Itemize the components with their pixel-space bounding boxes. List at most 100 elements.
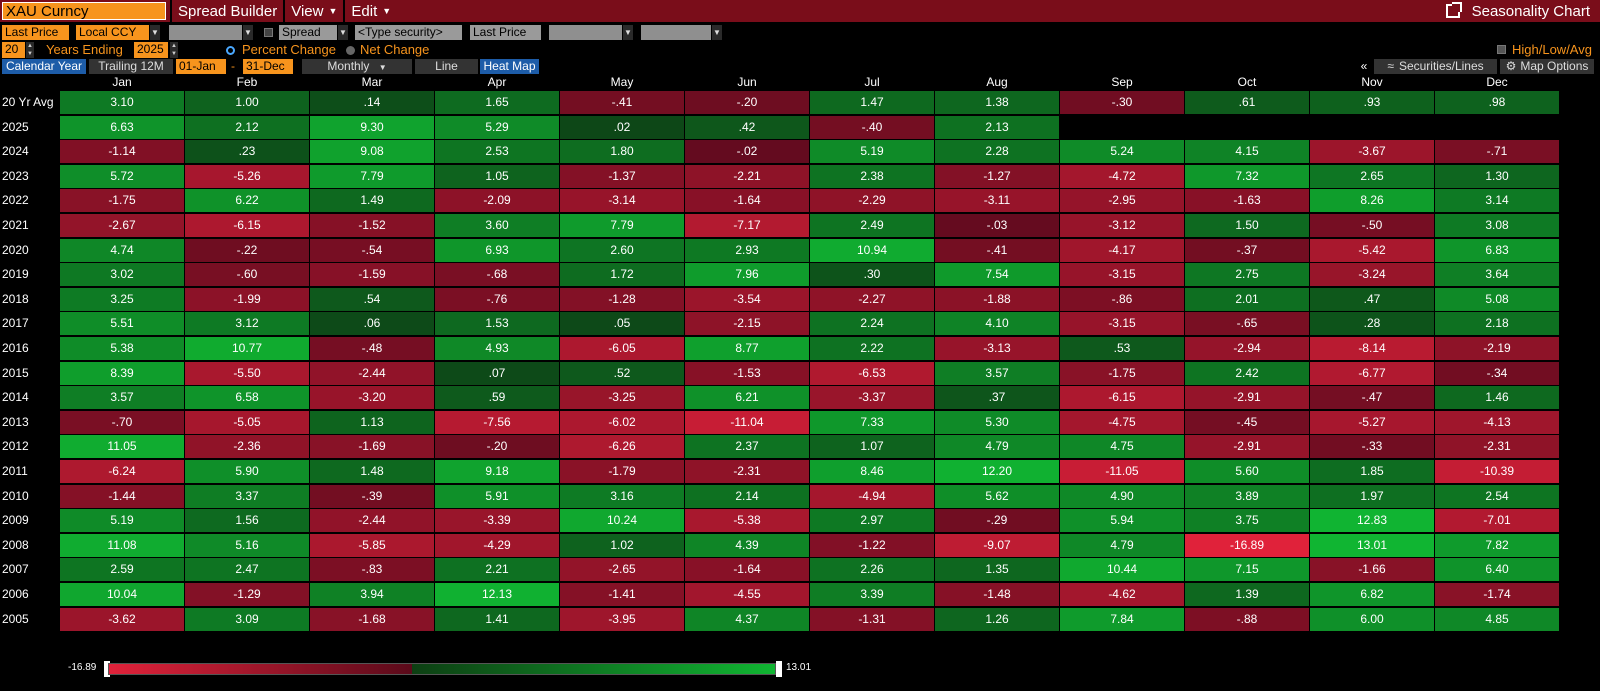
heatmap-cell[interactable]: 6.00 [1310, 607, 1434, 631]
heatmap-cell[interactable]: -3.62 [60, 607, 184, 631]
heatmap-cell[interactable]: -1.64 [685, 558, 809, 582]
heatmap-cell[interactable]: 3.57 [60, 386, 184, 410]
heatmap-cell[interactable]: 1.97 [1310, 484, 1434, 508]
heatmap-cell[interactable]: 11.05 [60, 435, 184, 459]
heatmap-cell[interactable]: 2.21 [435, 558, 559, 582]
heatmap-cell[interactable]: .53 [1060, 337, 1184, 360]
chevron-down-icon[interactable]: ▼ [712, 25, 722, 40]
heatmap-cell[interactable]: 2.12 [185, 115, 309, 139]
heatmap-cell[interactable]: 2.38 [810, 164, 934, 188]
heatmap-cell[interactable]: 1.53 [435, 312, 559, 336]
heatmap-cell[interactable]: 1.47 [810, 91, 934, 114]
heatmap-cell[interactable]: 1.38 [935, 91, 1059, 114]
heatmap-cell[interactable]: 4.93 [435, 337, 559, 360]
heatmap-cell[interactable]: 3.37 [185, 484, 309, 508]
heatmap-cell[interactable]: 2.28 [935, 140, 1059, 164]
heatmap-cell[interactable]: -.65 [1185, 312, 1309, 336]
heatmap-cell[interactable]: .98 [1435, 91, 1559, 114]
heatmap-cell[interactable]: 5.19 [60, 509, 184, 533]
heatmap-cell[interactable]: 2.22 [810, 337, 934, 360]
heatmap-cell[interactable]: 6.93 [435, 238, 559, 262]
heatmap-cell[interactable]: -.47 [1310, 386, 1434, 410]
heatmap-cell[interactable]: 2.42 [1185, 361, 1309, 385]
heatmap-cell[interactable]: -.20 [435, 435, 559, 459]
currency-select[interactable]: Local CCY [76, 25, 149, 40]
heatmap-cell[interactable]: -1.28 [560, 287, 684, 311]
heatmap-cell[interactable]: 5.72 [60, 164, 184, 188]
heatmap-cell[interactable]: -.71 [1435, 140, 1559, 164]
heatmap-cell[interactable]: -3.15 [1060, 312, 1184, 336]
heatmap-cell[interactable]: -1.52 [310, 214, 434, 237]
heatmap-cell[interactable]: .93 [1310, 91, 1434, 114]
heatmap-cell[interactable]: -3.15 [1060, 263, 1184, 287]
heatmap-cell[interactable]: -6.77 [1310, 361, 1434, 385]
heatmap-cell[interactable]: -1.99 [185, 287, 309, 311]
securities-lines-button[interactable]: ≈ Securities/Lines [1374, 59, 1497, 74]
type-security-input[interactable]: <Type security> [355, 25, 462, 40]
heatmap-cell[interactable]: -1.66 [1310, 558, 1434, 582]
heatmap-cell[interactable]: -1.22 [810, 533, 934, 557]
heatmap-cell[interactable]: 2.97 [810, 509, 934, 533]
heatmap-cell[interactable]: -.68 [435, 263, 559, 287]
legend-right-handle[interactable] [776, 661, 782, 677]
heatmap-cell[interactable]: -.40 [810, 115, 934, 139]
heatmap-cell[interactable]: 4.15 [1185, 140, 1309, 164]
heatmap-cell[interactable]: -7.56 [435, 410, 559, 434]
heatmap-cell[interactable]: -6.53 [810, 361, 934, 385]
heatmap-cell[interactable]: 9.18 [435, 460, 559, 483]
chevron-down-icon[interactable]: ▼ [338, 25, 348, 40]
heatmap-cell[interactable]: -5.50 [185, 361, 309, 385]
heatmap-cell[interactable]: 7.84 [1060, 607, 1184, 631]
heatmap-cell[interactable]: -2.09 [435, 189, 559, 213]
heatmap-cell[interactable]: 5.62 [935, 484, 1059, 508]
external-link-icon[interactable] [1445, 2, 1462, 18]
tab-calendar-year[interactable]: Calendar Year [2, 59, 86, 74]
years-input[interactable]: 20 [2, 42, 25, 58]
heatmap-cell[interactable]: 8.26 [1310, 189, 1434, 213]
heatmap-cell[interactable]: 5.24 [1060, 140, 1184, 164]
heat-map-view-button[interactable]: Heat Map [480, 59, 539, 74]
heatmap-cell[interactable]: 5.30 [935, 410, 1059, 434]
heatmap-cell[interactable]: 6.22 [185, 189, 309, 213]
heatmap-cell[interactable]: 6.63 [60, 115, 184, 139]
heatmap-cell[interactable]: 1.05 [435, 164, 559, 188]
heatmap-cell[interactable]: 5.38 [60, 337, 184, 360]
heatmap-cell[interactable]: 4.79 [1060, 533, 1184, 557]
heatmap-cell[interactable]: 1.65 [435, 91, 559, 114]
heatmap-cell[interactable]: 2.47 [185, 558, 309, 582]
heatmap-cell[interactable]: 1.30 [1435, 164, 1559, 188]
heatmap-cell[interactable]: -3.95 [560, 607, 684, 631]
heatmap-cell[interactable]: -3.13 [935, 337, 1059, 360]
percent-change-radio[interactable] [226, 46, 235, 55]
heatmap-cell[interactable]: -.60 [185, 263, 309, 287]
heatmap-cell[interactable]: -2.91 [1185, 435, 1309, 459]
heatmap-cell[interactable]: -1.44 [60, 484, 184, 508]
heatmap-cell[interactable]: -1.63 [1185, 189, 1309, 213]
heatmap-cell[interactable]: 4.90 [1060, 484, 1184, 508]
heatmap-cell[interactable]: 3.09 [185, 607, 309, 631]
collapse-panel-button[interactable]: « [1357, 59, 1371, 74]
heatmap-cell[interactable]: -2.27 [810, 287, 934, 311]
map-options-button[interactable]: ⚙ Map Options [1500, 59, 1594, 74]
chevron-down-icon[interactable]: ▼ [150, 25, 160, 40]
heatmap-cell[interactable]: 3.08 [1435, 214, 1559, 237]
heatmap-cell[interactable]: -2.44 [310, 509, 434, 533]
heatmap-cell[interactable]: 12.20 [935, 460, 1059, 483]
heatmap-cell[interactable]: 5.08 [1435, 287, 1559, 311]
heatmap-cell[interactable]: 2.54 [1435, 484, 1559, 508]
heatmap-cell[interactable]: .61 [1185, 91, 1309, 114]
heatmap-cell[interactable]: -2.31 [685, 460, 809, 483]
heatmap-cell[interactable]: -.33 [1310, 435, 1434, 459]
heatmap-cell[interactable]: 6.40 [1435, 558, 1559, 582]
heatmap-cell[interactable]: 2.01 [1185, 287, 1309, 311]
heatmap-cell[interactable]: -4.29 [435, 533, 559, 557]
heatmap-cell[interactable]: -7.01 [1435, 509, 1559, 533]
heatmap-cell[interactable]: .30 [810, 263, 934, 287]
heatmap-cell[interactable]: 1.72 [560, 263, 684, 287]
heatmap-cell[interactable]: 4.79 [935, 435, 1059, 459]
heatmap-cell[interactable]: 7.33 [810, 410, 934, 434]
heatmap-cell[interactable]: .06 [310, 312, 434, 336]
heatmap-cell[interactable]: -9.07 [935, 533, 1059, 557]
heatmap-cell[interactable]: .02 [560, 115, 684, 139]
heatmap-cell[interactable]: 5.90 [185, 460, 309, 483]
